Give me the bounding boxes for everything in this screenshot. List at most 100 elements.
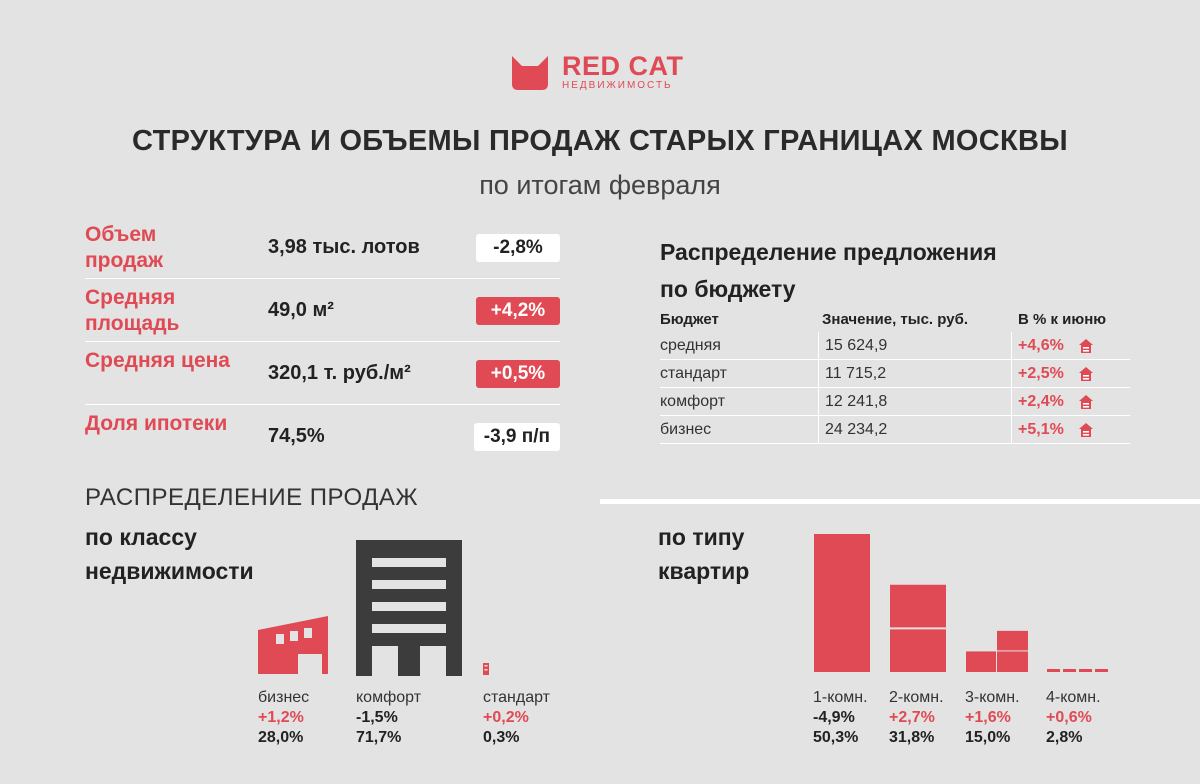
section-divider <box>600 499 1200 504</box>
house-icon <box>1078 394 1093 409</box>
section-title: РАСПРЕДЕЛЕНИЕ ПРОДАЖ <box>85 484 419 511</box>
metric-label: Объем продаж <box>85 223 163 272</box>
type-caption: 4-комн. +0,6% 2,8% <box>1046 688 1101 748</box>
type-bar-segment <box>1047 669 1060 672</box>
metric-change-badge: -2,8% <box>476 234 560 262</box>
table-row: комфорт 12 241,8 +2,4% <box>660 388 1130 416</box>
metric-row: Доля ипотеки 74,5% -3,9 п/п <box>85 405 560 468</box>
metric-label: Доля ипотеки <box>85 412 228 435</box>
budget-title-line: Распределение предложения <box>660 239 997 265</box>
metric-value: 49,0 м² <box>268 299 334 321</box>
class-caption: бизнес +1,2% 28,0% <box>258 688 309 748</box>
type-change: +0,6% <box>1046 709 1092 726</box>
column-header: Бюджет <box>660 310 719 328</box>
type-bar-segment <box>890 629 946 672</box>
budget-value: 24 234,2 <box>818 416 1012 443</box>
column-header: Значение, тыс. руб. <box>822 310 969 328</box>
type-share: 15,0% <box>965 729 1011 746</box>
budget-title: Распределение предложения по бюджету <box>660 234 997 308</box>
type-caption: 2-комн. +2,7% 31,8% <box>889 688 944 748</box>
type-name: 2-комн. <box>889 689 944 706</box>
type-change: +2,7% <box>889 709 935 726</box>
class-change: +1,2% <box>258 709 304 726</box>
type-subtitle-line: по типу <box>658 524 745 550</box>
budget-name: средняя <box>660 336 721 354</box>
type-share: 50,3% <box>813 729 859 746</box>
type-change: +1,6% <box>965 709 1011 726</box>
metric-label: Средняя цена <box>85 349 230 372</box>
table-header: Бюджет Значение, тыс. руб. В % к июню <box>660 306 1130 332</box>
type-share: 2,8% <box>1046 729 1083 746</box>
metric-label: Средняя площадь <box>85 286 180 335</box>
type-subtitle: по типу квартир <box>658 520 749 588</box>
type-bar <box>814 534 870 672</box>
class-subtitle-line: по классу <box>85 524 197 550</box>
type-bar-segment <box>890 584 946 628</box>
class-name: комфорт <box>356 689 422 706</box>
table-row: стандарт 11 715,2 +2,5% <box>660 360 1130 388</box>
logo-subtitle: НЕДВИЖИМОСТЬ <box>562 80 673 91</box>
factory-building-icon <box>258 616 328 674</box>
class-name: стандарт <box>483 689 550 706</box>
type-name: 3-комн. <box>965 689 1020 706</box>
page-subtitle: по итогам февраля <box>479 170 721 200</box>
metric-value: 320,1 т. руб./м² <box>268 362 411 384</box>
logo-name: RED CAT <box>562 51 684 81</box>
budget-value: 11 715,2 <box>818 360 1012 387</box>
type-name: 1-комн. <box>813 689 868 706</box>
budget-change: +5,1% <box>1012 421 1130 439</box>
cat-icon <box>512 56 548 90</box>
metric-row: Средняя площадь 49,0 м² +4,2% <box>85 279 560 342</box>
metric-value: 74,5% <box>268 425 325 447</box>
budget-name: стандарт <box>660 364 727 382</box>
type-bar-segment <box>814 534 870 672</box>
type-bar <box>890 584 946 672</box>
type-subtitle-line: квартир <box>658 558 750 584</box>
budget-name: комфорт <box>660 392 726 410</box>
metric-change-badge: +0,5% <box>476 360 560 388</box>
office-building-icon <box>356 540 462 676</box>
budget-value: 15 624,9 <box>818 332 1012 359</box>
metrics-block: Объем продаж 3,98 тыс. лотов -2,8% Средн… <box>85 216 560 468</box>
small-building-icon <box>483 663 489 675</box>
class-change: -1,5% <box>356 709 398 726</box>
type-change: -4,9% <box>813 709 855 726</box>
budget-change: +2,5% <box>1012 365 1130 383</box>
type-bar-segment <box>997 651 1028 672</box>
budget-change-text: +4,6% <box>1018 336 1064 354</box>
budget-table: Бюджет Значение, тыс. руб. В % к июню ср… <box>660 306 1130 444</box>
house-icon <box>1078 422 1093 437</box>
type-bar-segment <box>1095 669 1108 672</box>
budget-change-text: +2,5% <box>1018 364 1064 382</box>
class-caption: стандарт +0,2% 0,3% <box>483 688 550 748</box>
budget-change-text: +5,1% <box>1018 420 1064 438</box>
type-bar <box>966 630 1028 672</box>
budget-change-text: +2,4% <box>1018 392 1064 410</box>
house-icon <box>1078 338 1093 353</box>
type-bar-segment <box>1063 669 1076 672</box>
class-name: бизнес <box>258 689 310 706</box>
logo: RED CAT НЕДВИЖИМОСТЬ <box>510 52 684 92</box>
table-row: бизнес 24 234,2 +5,1% <box>660 416 1130 444</box>
house-icon <box>1078 366 1093 381</box>
page-title: СТРУКТУРА И ОБЪЕМЫ ПРОДАЖ СТАРЫХ ГРАНИЦА… <box>132 125 1068 157</box>
metric-row: Средняя цена 320,1 т. руб./м² +0,5% <box>85 342 560 405</box>
budget-value: 12 241,8 <box>818 388 1012 415</box>
budget-title-line: по бюджету <box>660 276 796 302</box>
class-subtitle: по классу недвижимости <box>85 520 254 588</box>
class-share: 0,3% <box>483 729 520 746</box>
table-row: средняя 15 624,9 +4,6% <box>660 332 1130 360</box>
type-caption: 1-комн. -4,9% 50,3% <box>813 688 868 748</box>
type-bar <box>1047 669 1108 672</box>
budget-change: +4,6% <box>1012 337 1130 355</box>
class-share: 71,7% <box>356 729 402 746</box>
type-name: 4-комн. <box>1046 689 1101 706</box>
type-bar-segment <box>966 651 996 672</box>
apartment-type-chart <box>814 534 1108 672</box>
class-caption: комфорт -1,5% 71,7% <box>356 688 421 748</box>
class-change: +0,2% <box>483 709 529 726</box>
metric-value: 3,98 тыс. лотов <box>268 236 420 258</box>
budget-change: +2,4% <box>1012 393 1130 411</box>
type-bar-segment <box>997 630 1028 651</box>
column-header: В % к июню <box>1018 310 1107 328</box>
